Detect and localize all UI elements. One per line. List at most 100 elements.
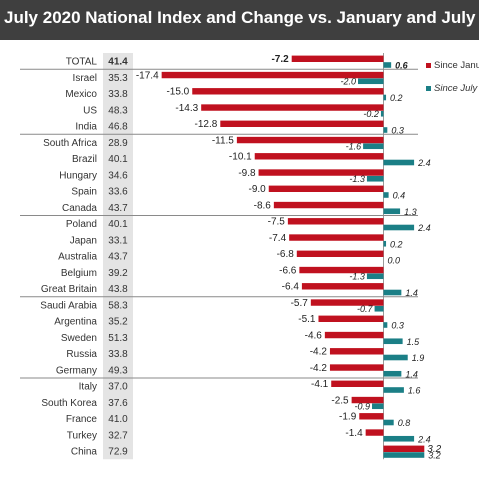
- category-label: Argentina: [54, 317, 97, 328]
- since-july-2019-bar: [383, 322, 388, 328]
- since-january-bar: [351, 396, 384, 404]
- legend-label: Since July 2019: [434, 83, 479, 94]
- since-july-2019-value-label: 1.3: [404, 207, 417, 217]
- since-january-value-label: -4.1: [311, 379, 329, 390]
- since-july-2019-value-label: -1.3: [349, 174, 365, 184]
- legend-label: Since January: [434, 60, 479, 71]
- index-value: 33.6: [108, 187, 128, 198]
- index-value: 41.0: [108, 414, 128, 425]
- since-january-value-label: -9.8: [238, 168, 256, 179]
- category-label: Australia: [58, 252, 97, 263]
- index-value: 28.9: [108, 138, 128, 149]
- since-january-bar: [329, 348, 384, 355]
- since-january-value-label: -4.6: [305, 330, 323, 341]
- category-label: Russia: [66, 349, 97, 360]
- since-january-bar: [289, 234, 384, 241]
- since-july-2019-value-label: -2.0: [340, 76, 356, 86]
- index-value: 33.8: [108, 349, 128, 360]
- since-july-2019-bar: [383, 62, 392, 68]
- since-july-2019-bar: [358, 78, 384, 85]
- since-january-bar: [324, 331, 384, 339]
- index-value: 37.6: [108, 398, 128, 409]
- since-january-value-label: -11.5: [212, 135, 234, 146]
- index-value: 40.1: [108, 219, 128, 230]
- since-january-value-label: -12.8: [195, 119, 218, 130]
- title-bar: July 2020 National Index and Change vs. …: [0, 0, 479, 40]
- since-july-2019-bar: [372, 403, 384, 410]
- since-july-2019-value-label: -1.6: [346, 141, 362, 151]
- category-label: Turkey: [67, 430, 97, 441]
- since-january-value-label: -4.2: [310, 347, 328, 358]
- since-january-bar: [301, 283, 384, 290]
- category-label: Saudi Arabia: [40, 300, 97, 311]
- category-label: Brazil: [72, 154, 97, 165]
- since-january-value-label: -6.8: [277, 249, 295, 260]
- since-january-bar: [258, 169, 384, 176]
- since-july-2019-bar: [383, 224, 415, 231]
- since-january-bar: [201, 104, 384, 111]
- legend-swatch: [426, 63, 431, 68]
- index-value: 33.1: [108, 235, 128, 246]
- since-july-2019-bar: [383, 208, 401, 215]
- index-value: 49.3: [108, 365, 128, 376]
- since-july-2019-value-label: 2.4: [417, 158, 431, 168]
- since-july-2019-bar: [374, 305, 384, 312]
- index-value: 41.4: [108, 57, 128, 68]
- since-july-2019-value-label: 1.4: [405, 369, 418, 379]
- since-january-value-label: -5.1: [298, 314, 316, 325]
- since-january-value-label: -10.1: [229, 152, 252, 163]
- since-july-2019-value-label: 0.2: [390, 239, 403, 249]
- since-january-bar: [318, 315, 384, 322]
- category-label: Canada: [62, 203, 97, 214]
- category-label: Japan: [70, 235, 97, 246]
- category-label: Belgium: [61, 268, 97, 279]
- since-january-value-label: -9.0: [249, 184, 267, 195]
- since-july-2019-bar: [383, 127, 388, 133]
- since-january-bar: [296, 250, 384, 257]
- since-july-2019-value-label: 2.4: [417, 434, 431, 444]
- category-label: Sweden: [61, 333, 97, 344]
- since-july-2019-bar: [383, 240, 387, 247]
- category-label: Hungary: [59, 170, 97, 181]
- index-value: 35.2: [108, 317, 128, 328]
- since-january-value-label: -15.0: [166, 87, 189, 98]
- index-value: 40.1: [108, 154, 128, 165]
- since-july-2019-value-label: 2.4: [417, 223, 431, 233]
- since-january-bar: [359, 413, 384, 420]
- category-label: Spain: [71, 187, 97, 198]
- since-july-2019-bar: [383, 289, 402, 296]
- since-july-2019-bar: [383, 159, 415, 166]
- since-january-bar: [287, 218, 384, 225]
- since-july-2019-bar: [383, 387, 404, 393]
- category-label: Poland: [66, 219, 97, 230]
- since-january-value-label: -5.7: [291, 298, 309, 309]
- since-july-2019-value-label: 0.2: [390, 93, 403, 103]
- since-january-value-label: -17.4: [136, 70, 159, 81]
- since-january-value-label: -14.3: [175, 103, 198, 114]
- since-january-value-label: -8.6: [254, 200, 272, 211]
- since-january-value-label: -2.5: [331, 395, 349, 406]
- index-value: 43.7: [108, 252, 128, 263]
- since-july-2019-bar: [383, 435, 415, 442]
- category-label: Great Britain: [41, 284, 97, 295]
- chart-title: July 2020 National Index and Change vs. …: [4, 8, 479, 27]
- since-january-bar: [331, 380, 384, 387]
- index-value: 37.0: [108, 382, 128, 393]
- since-july-2019-value-label: 1.5: [407, 337, 421, 347]
- since-july-2019-bar: [383, 419, 394, 426]
- category-label: Israel: [73, 73, 97, 84]
- since-january-value-label: -6.6: [279, 265, 297, 276]
- since-july-2019-value-label: 0.8: [398, 418, 411, 428]
- legend-swatch: [426, 86, 431, 91]
- since-july-2019-value-label: -0.2: [363, 109, 379, 119]
- since-july-2019-value-label: 1.6: [408, 386, 421, 396]
- category-label: TOTAL: [66, 57, 98, 68]
- index-value: 43.8: [108, 284, 128, 295]
- index-value: 46.8: [108, 122, 128, 133]
- since-july-2019-value-label: 0.6: [395, 61, 409, 71]
- since-january-value-label: -4.2: [310, 363, 328, 374]
- since-january-bar: [220, 120, 384, 127]
- since-july-2019-bar: [366, 273, 384, 280]
- category-label: Mexico: [65, 89, 97, 100]
